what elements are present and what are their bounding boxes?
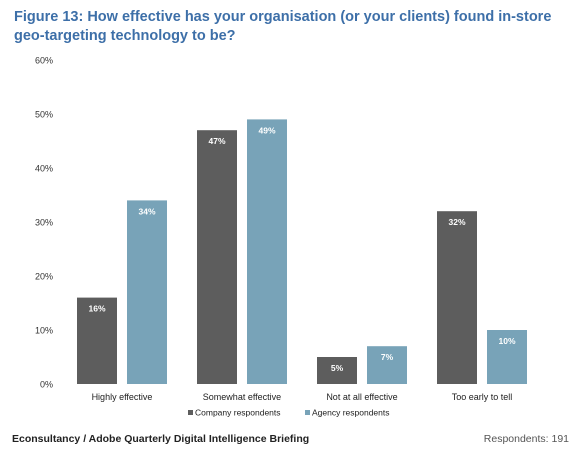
bar-value-label: 34% — [138, 206, 155, 216]
y-tick-label: 0% — [40, 380, 53, 390]
y-tick-label: 60% — [35, 56, 53, 66]
respondents-count: Respondents: 191 — [483, 433, 569, 445]
source-note: Econsultancy / Adobe Quarterly Digital I… — [12, 433, 310, 445]
y-axis-labels: 0% 10% 20% 30% 40% 50% 60% — [35, 56, 53, 390]
y-tick-label: 10% — [35, 326, 53, 336]
y-tick-label: 40% — [35, 164, 53, 174]
legend-swatch — [188, 410, 193, 415]
y-tick-label: 20% — [35, 272, 53, 282]
y-tick-label: 50% — [35, 110, 53, 120]
bar-company-0 — [77, 297, 117, 384]
bar-chart: 0% 10% 20% 30% 40% 50% 60% 16% 47% 5% 32% 34% 49% 7%… — [35, 56, 527, 418]
bars — [77, 119, 527, 385]
chart-title: Figure 13: How effective has your organi… — [14, 9, 552, 44]
bar-value-label: 10% — [498, 336, 515, 346]
bar-company-2 — [317, 357, 357, 384]
bar-value-label: 5% — [331, 363, 344, 373]
bar-agency-1 — [247, 119, 287, 385]
bar-value-label: 16% — [88, 304, 105, 314]
bar-value-labels: 16% 47% 5% 32% 34% 49% 7% 10% — [88, 125, 515, 373]
legend-swatch — [305, 410, 310, 415]
bar-value-label: 7% — [381, 352, 394, 362]
bar-value-label: 49% — [258, 125, 275, 135]
y-tick-label: 30% — [35, 218, 53, 228]
legend: Company respondents Agency respondents — [188, 408, 390, 418]
bar-agency-3 — [487, 330, 527, 384]
x-tick-label: Somewhat effective — [203, 392, 281, 402]
x-tick-label: Not at all effective — [326, 392, 397, 402]
x-tick-label: Highly effective — [92, 392, 153, 402]
x-axis-labels: Highly effective Somewhat effective Not at… — [92, 392, 513, 402]
x-tick-label: Too early to tell — [452, 392, 513, 402]
bar-company-3 — [437, 211, 477, 384]
legend-label: Agency respondents — [312, 408, 390, 418]
bar-agency-2 — [367, 346, 407, 384]
bar-value-label: 32% — [448, 217, 465, 227]
bar-value-label: 47% — [208, 136, 225, 146]
bar-company-1 — [197, 130, 237, 384]
legend-label: Company respondents — [195, 408, 281, 418]
bar-agency-0 — [127, 200, 167, 384]
